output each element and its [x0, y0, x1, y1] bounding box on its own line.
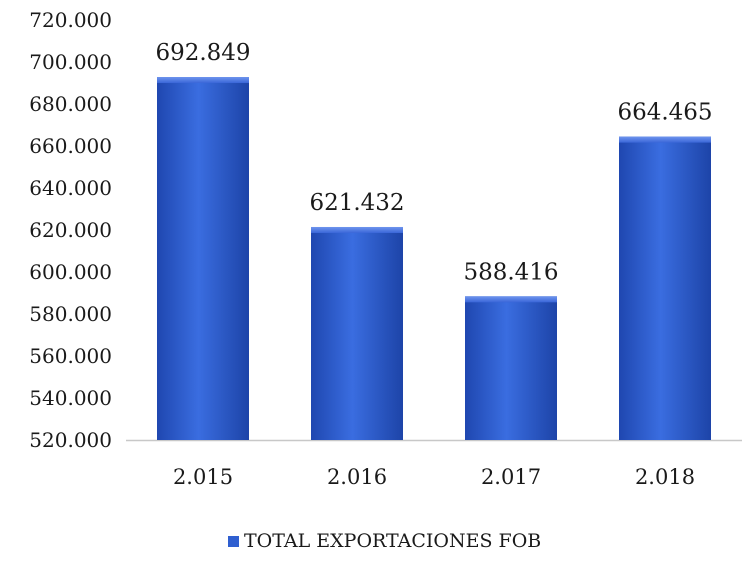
- y-tick-label: 600.000: [29, 260, 112, 284]
- x-tick-label: 2.016: [327, 465, 387, 489]
- legend-label: TOTAL EXPORTACIONES FOB: [244, 530, 541, 552]
- bar: [465, 296, 557, 440]
- bar: [619, 136, 711, 440]
- data-label: 621.432: [309, 190, 404, 216]
- x-tick-label: 2.015: [173, 465, 233, 489]
- y-tick-label: 580.000: [29, 302, 112, 326]
- x-tick-label: 2.017: [481, 465, 541, 489]
- y-tick-label: 540.000: [29, 386, 112, 410]
- data-label: 588.416: [463, 259, 558, 285]
- x-tick-label: 2.018: [635, 465, 695, 489]
- bar-top-highlight: [311, 226, 403, 233]
- bar-top-highlight: [619, 136, 711, 143]
- y-tick-label: 700.000: [29, 50, 112, 74]
- bars: [157, 77, 711, 441]
- bar: [311, 226, 403, 440]
- data-label: 692.849: [155, 40, 250, 66]
- y-tick-label: 640.000: [29, 176, 112, 200]
- bar-top-highlight: [157, 77, 249, 84]
- y-tick-label: 560.000: [29, 344, 112, 368]
- data-label: 664.465: [617, 100, 712, 126]
- bar: [157, 77, 249, 441]
- data-labels: 692.849 621.432 588.416 664.465: [155, 40, 712, 285]
- y-tick-label: 680.000: [29, 92, 112, 116]
- y-tick-label: 660.000: [29, 134, 112, 158]
- x-axis-category-labels: 2.015 2.016 2.017 2.018: [173, 465, 695, 489]
- y-tick-label: 720.000: [29, 8, 112, 32]
- y-tick-label: 520.000: [29, 428, 112, 452]
- y-axis-tick-labels: 520.000 540.000 560.000 580.000 600.000 620.0…: [29, 8, 112, 452]
- legend: TOTAL EXPORTACIONES FOB: [228, 530, 541, 552]
- y-tick-label: 620.000: [29, 218, 112, 242]
- legend-swatch: [228, 536, 239, 547]
- bar-top-highlight: [465, 296, 557, 303]
